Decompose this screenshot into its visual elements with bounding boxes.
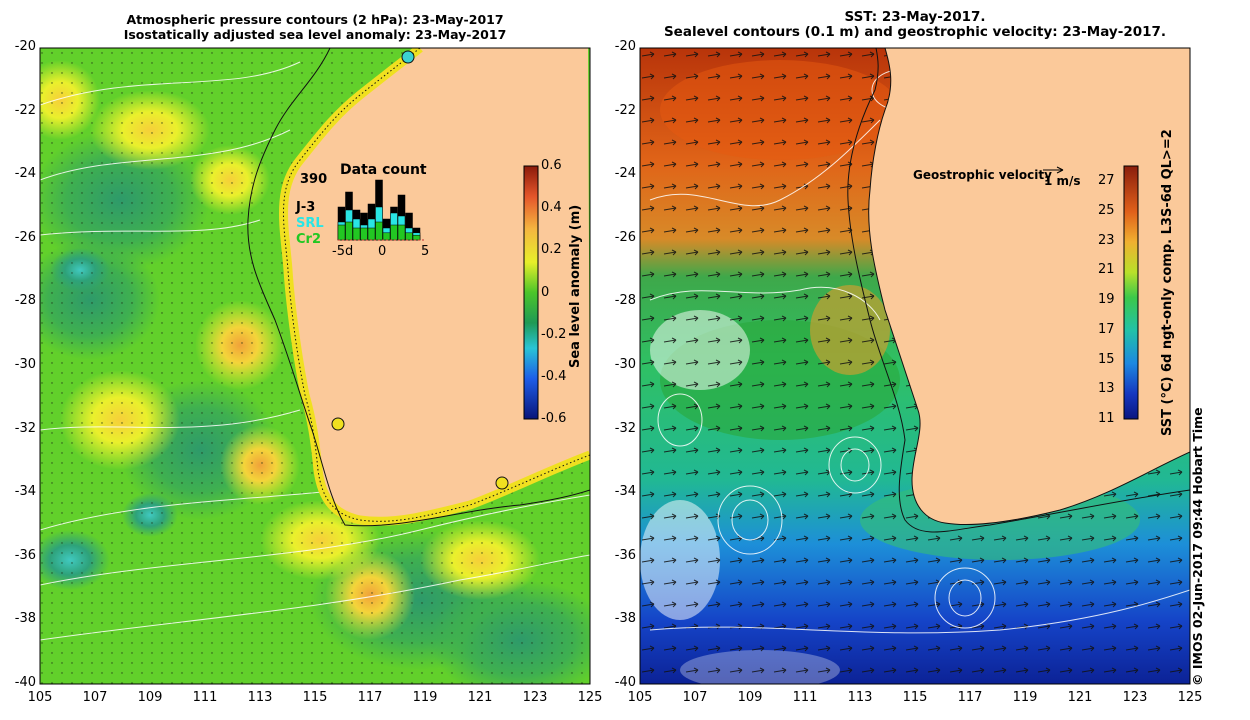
sla-tick-label: 0.4 — [541, 200, 562, 216]
histogram-bar-green — [352, 227, 361, 241]
histogram-bar-green — [360, 227, 368, 241]
right-lat-tick: -24 — [614, 166, 636, 182]
velocity-label: Geostrophic velocity — [913, 168, 1052, 182]
right-title-line2: Sealevel contours (0.1 m) and geostrophi… — [663, 24, 1167, 40]
left-lat-tick: -32 — [14, 420, 36, 436]
left-lat-tick: -24 — [14, 166, 36, 182]
data-count-max: 390 — [300, 172, 328, 187]
histogram-bar-green — [375, 221, 383, 241]
left-lat-tick: -28 — [14, 293, 36, 309]
left-lon-tick: 117 — [357, 690, 383, 705]
sst-map — [640, 48, 1190, 684]
left-title-line1: Atmospheric pressure contours (2 hPa): 2… — [126, 12, 504, 27]
right-lon-tick: 121 — [1067, 690, 1093, 705]
left-lon-tick: 111 — [192, 690, 218, 705]
sst-tick-label: 25 — [1098, 202, 1115, 218]
sst-tick-label: 21 — [1098, 262, 1115, 278]
data-count-histogram — [337, 179, 421, 241]
histogram-bar-green — [382, 232, 391, 241]
left-lon-tick: 109 — [137, 690, 163, 705]
left-lat-tick: -36 — [14, 547, 36, 563]
left-map-frame — [39, 47, 591, 685]
right-panel-title: SST: 23-May-2017. Sealevel contours (0.1… — [640, 10, 1190, 40]
histogram-bar-green — [337, 224, 346, 241]
sst-tick-label: 27 — [1098, 173, 1115, 188]
left-lat-tick: -30 — [14, 357, 36, 372]
histogram-xtick-5: 5 — [421, 244, 430, 259]
sla-tick-label: -0.6 — [541, 411, 567, 426]
histogram-bar-green — [345, 221, 353, 241]
sla-tick-label: -0.2 — [541, 326, 567, 342]
legend-j3: J-3 — [296, 200, 316, 215]
left-lon-tick: 119 — [412, 690, 438, 705]
right-lat-tick: -28 — [614, 293, 636, 309]
left-lat-tick: -40 — [14, 675, 36, 690]
data-count-title: Data count — [340, 162, 427, 178]
sst-tick-label: 11 — [1098, 411, 1115, 426]
histogram-bar-green — [390, 224, 398, 241]
left-lat-tick: -26 — [14, 229, 36, 245]
histogram-bar-green — [405, 232, 413, 241]
sst-tick-label: 15 — [1098, 351, 1115, 367]
right-lat-tick: -26 — [614, 229, 636, 245]
right-lat-tick: -38 — [614, 611, 636, 627]
histogram-bar-green — [367, 227, 376, 241]
sst-tick-label: 17 — [1098, 321, 1115, 337]
left-lat-tick: -22 — [14, 102, 36, 118]
right-lon-tick: 125 — [1177, 690, 1203, 705]
left-lon-tick: 107 — [82, 690, 108, 705]
left-panel-title: Atmospheric pressure contours (2 hPa): 2… — [40, 12, 590, 42]
sst-tick-label: 13 — [1098, 381, 1115, 397]
left-lon-tick: 123 — [522, 690, 548, 705]
sst-tick-label: 23 — [1098, 232, 1115, 248]
right-lon-tick: 117 — [957, 690, 983, 705]
sst-tick-label: 19 — [1098, 292, 1115, 307]
left-lon-tick: 115 — [302, 690, 328, 705]
right-lon-tick: 107 — [682, 690, 708, 705]
sst-colorbar — [1123, 165, 1139, 420]
right-lon-tick: 119 — [1012, 690, 1038, 705]
right-lon-tick: 109 — [737, 690, 763, 705]
right-lon-tick: 115 — [902, 690, 928, 705]
legend-cr2: Cr2 — [296, 232, 321, 247]
histogram-bar-green — [397, 224, 406, 241]
sla-map — [40, 48, 590, 684]
sst-colorbar-label: SST (°C) 6d ngt-only comp. L3S-6d QL>=2 — [1160, 129, 1175, 436]
histogram-xtick-0: 0 — [378, 244, 387, 259]
right-lat-tick: -32 — [614, 420, 636, 436]
right-title-line1: SST: 23-May-2017. — [844, 9, 986, 25]
right-lat-tick: -36 — [614, 547, 636, 563]
right-lon-tick: 111 — [792, 690, 818, 705]
left-title-line2: Isostatically adjusted sea level anomaly… — [123, 27, 507, 42]
right-lat-tick: -22 — [614, 102, 636, 118]
right-lon-tick: 113 — [847, 690, 873, 705]
left-lon-tick: 113 — [247, 690, 273, 705]
sla-tick-label: 0.6 — [541, 158, 562, 173]
right-lon-tick: 123 — [1122, 690, 1148, 705]
velocity-scale-arrow — [1043, 166, 1064, 174]
imos-credit: © IMOS 02-Jun-2017 09:44 Hobart Time — [1190, 407, 1205, 686]
legend-srl: SRL — [296, 216, 324, 231]
left-lat-tick: -38 — [14, 611, 36, 627]
sla-colorbar-label: Sea level anomaly (m) — [568, 204, 583, 368]
right-lat-tick: -30 — [614, 357, 636, 372]
left-lon-tick: 105 — [27, 690, 53, 705]
right-map-frame — [639, 47, 1191, 685]
left-lat-tick: -20 — [14, 39, 36, 54]
sla-tick-label: 0 — [541, 284, 550, 300]
right-lat-tick: -40 — [614, 675, 636, 690]
histogram-bar-green — [412, 234, 421, 241]
left-lon-tick: 121 — [467, 690, 493, 705]
histogram-xtick-minus5: -5d — [332, 244, 354, 259]
right-lat-tick: -20 — [614, 39, 636, 54]
left-lat-tick: -34 — [14, 484, 36, 500]
sla-colorbar — [523, 165, 539, 420]
sla-tick-label: -0.4 — [541, 368, 567, 384]
velocity-scale-label: 1 m/s — [1044, 174, 1081, 188]
sla-tick-label: 0.2 — [541, 242, 562, 258]
right-lat-tick: -34 — [614, 484, 636, 500]
left-lon-tick: 125 — [577, 690, 603, 705]
right-lon-tick: 105 — [627, 690, 653, 705]
